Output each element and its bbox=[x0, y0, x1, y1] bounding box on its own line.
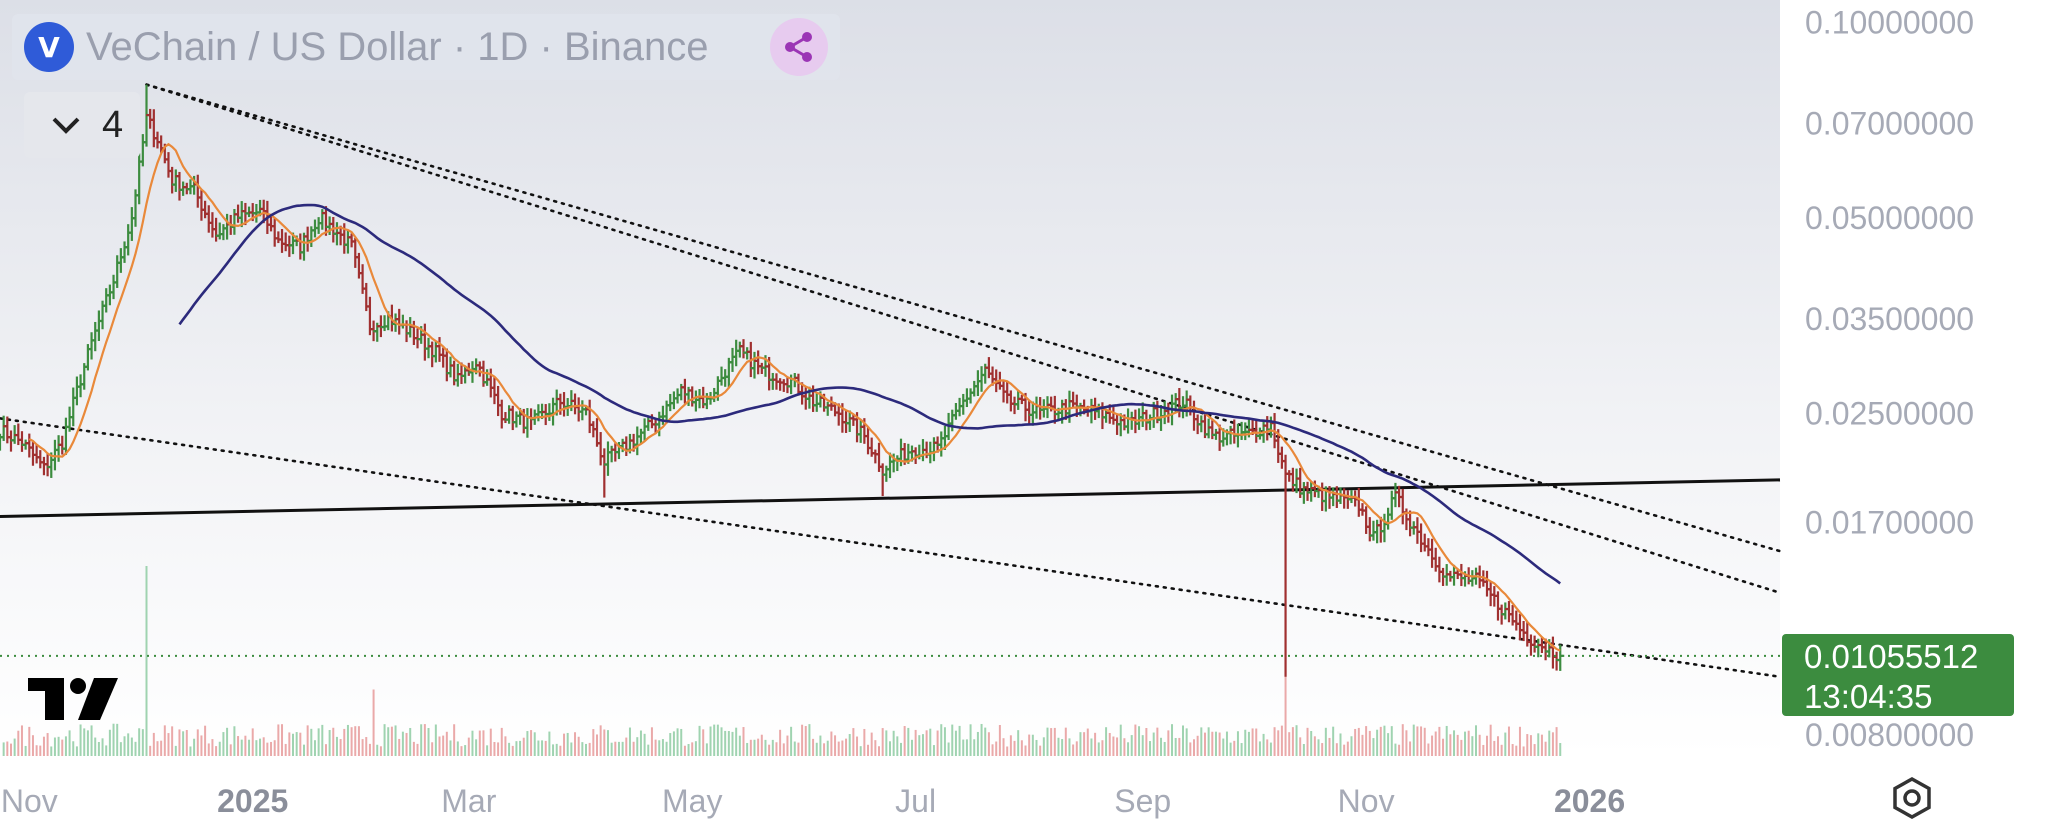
last-price-tag: 0.01055512 13:04:35 bbox=[1782, 634, 2014, 716]
x-tick-label: Jul bbox=[895, 783, 936, 819]
moving-average-layer bbox=[28, 142, 1561, 652]
y-tick-label: 0.05000000 bbox=[1805, 200, 1974, 236]
x-tick-label: Sep bbox=[1114, 783, 1171, 819]
ma-9-line bbox=[28, 142, 1561, 652]
price-axis[interactable]: 0.10000000 0.07000000 0.05000000 0.03500000… bbox=[1805, 5, 1974, 753]
y-tick-label: 0.01700000 bbox=[1805, 504, 1974, 540]
tradingview-logo-icon[interactable] bbox=[28, 676, 120, 722]
trendline-upper-channel-2 bbox=[145, 83, 1782, 553]
share-icon bbox=[785, 32, 812, 62]
x-tick-label: Mar bbox=[441, 783, 496, 819]
bar-countdown: 13:04:35 bbox=[1804, 678, 1933, 715]
y-tick-label: 0.00800000 bbox=[1805, 717, 1974, 753]
trendline-lower-channel bbox=[0, 417, 1782, 679]
trendline-upper-channel-1 bbox=[145, 83, 1782, 595]
x-tick-label: 2026 bbox=[1554, 783, 1625, 819]
chevron-down-icon bbox=[52, 117, 80, 134]
y-tick-label: 0.07000000 bbox=[1805, 105, 1974, 141]
trendline-horizontal-support bbox=[0, 478, 1781, 518]
ma-50-line bbox=[178, 203, 1561, 585]
time-axis[interactable]: Nov 2025 Mar May Jul Sep Nov 2026 bbox=[1, 783, 1625, 819]
vechain-logo-icon: V bbox=[24, 22, 74, 72]
x-tick-label: May bbox=[662, 783, 722, 819]
symbol-legend[interactable]: V VeChain / US Dollar · 1D · Binance bbox=[12, 14, 840, 80]
ohlc-bar-layer bbox=[0, 84, 1565, 677]
indicator-count: 4 bbox=[102, 103, 124, 146]
y-tick-label: 0.03500000 bbox=[1805, 301, 1974, 337]
settings-hexagon-icon[interactable] bbox=[1890, 776, 1934, 820]
price-axis-background bbox=[1780, 0, 2048, 756]
share-button[interactable] bbox=[770, 18, 828, 76]
trendline-layer bbox=[0, 83, 1782, 679]
symbol-title[interactable]: VeChain / US Dollar · 1D · Binance bbox=[86, 24, 709, 69]
y-tick-label: 0.02500000 bbox=[1805, 396, 1974, 432]
x-tick-label: Nov bbox=[1338, 783, 1395, 819]
x-tick-label: 2025 bbox=[217, 783, 288, 819]
x-tick-label: Nov bbox=[1, 783, 58, 819]
volume-layer bbox=[2, 566, 1562, 756]
last-price-value: 0.01055512 bbox=[1804, 638, 1979, 675]
chart-background bbox=[0, 0, 1780, 756]
y-tick-label: 0.10000000 bbox=[1805, 5, 1974, 41]
indicators-toggle-button[interactable]: 4 bbox=[24, 92, 140, 158]
